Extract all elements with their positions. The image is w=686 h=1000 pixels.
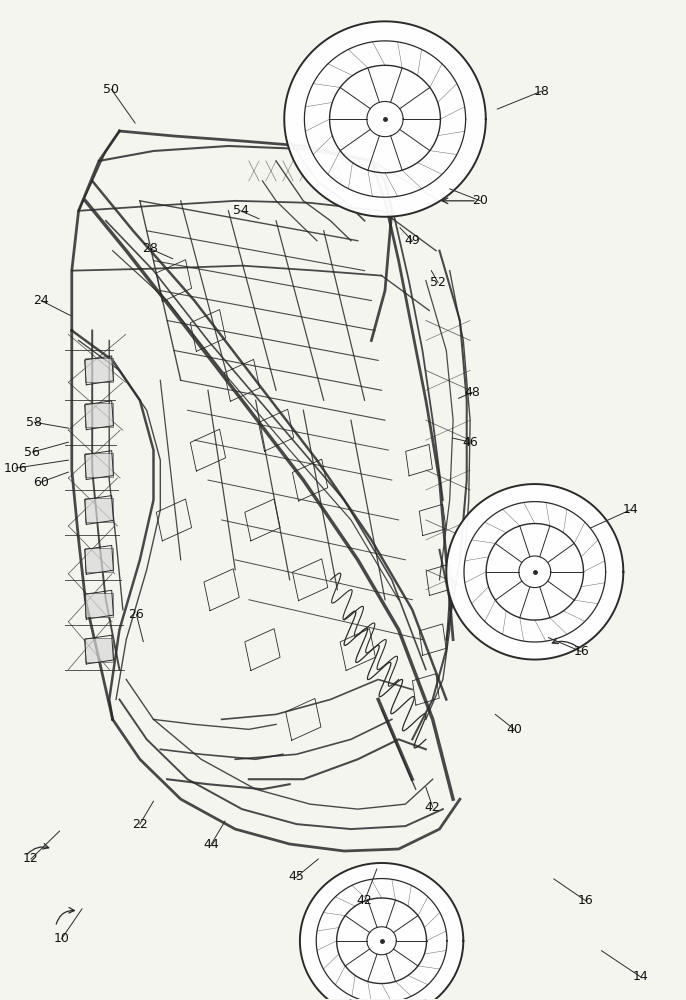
Polygon shape bbox=[85, 498, 113, 522]
Text: 58: 58 bbox=[26, 416, 43, 429]
Text: 54: 54 bbox=[233, 204, 248, 217]
Text: 49: 49 bbox=[404, 234, 420, 247]
Text: 56: 56 bbox=[25, 446, 40, 459]
Text: 50: 50 bbox=[104, 83, 119, 96]
Text: 48: 48 bbox=[464, 386, 480, 399]
Text: 16: 16 bbox=[578, 894, 594, 907]
Text: 22: 22 bbox=[132, 818, 147, 831]
Text: 16: 16 bbox=[573, 645, 589, 658]
Text: 28: 28 bbox=[142, 242, 158, 255]
Text: 106: 106 bbox=[4, 462, 28, 475]
Text: 20: 20 bbox=[473, 194, 488, 207]
Polygon shape bbox=[85, 453, 113, 477]
Text: 42: 42 bbox=[357, 894, 372, 907]
Polygon shape bbox=[85, 638, 113, 662]
Text: 26: 26 bbox=[128, 608, 144, 621]
Polygon shape bbox=[300, 863, 463, 1000]
Text: 40: 40 bbox=[506, 723, 522, 736]
Text: 44: 44 bbox=[204, 838, 220, 851]
Text: 46: 46 bbox=[462, 436, 478, 449]
Text: 12: 12 bbox=[23, 852, 39, 865]
Text: 45: 45 bbox=[289, 870, 305, 883]
Polygon shape bbox=[85, 593, 113, 617]
Text: 60: 60 bbox=[33, 476, 49, 489]
Polygon shape bbox=[284, 21, 486, 217]
Polygon shape bbox=[447, 484, 624, 660]
Text: 52: 52 bbox=[430, 276, 446, 289]
Text: 18: 18 bbox=[534, 85, 549, 98]
Text: 24: 24 bbox=[33, 294, 49, 307]
Polygon shape bbox=[85, 358, 113, 382]
Text: 10: 10 bbox=[54, 932, 69, 945]
Text: 14: 14 bbox=[632, 970, 648, 983]
Polygon shape bbox=[85, 403, 113, 427]
Text: 42: 42 bbox=[425, 801, 440, 814]
Text: 14: 14 bbox=[622, 503, 638, 516]
Polygon shape bbox=[85, 548, 113, 572]
